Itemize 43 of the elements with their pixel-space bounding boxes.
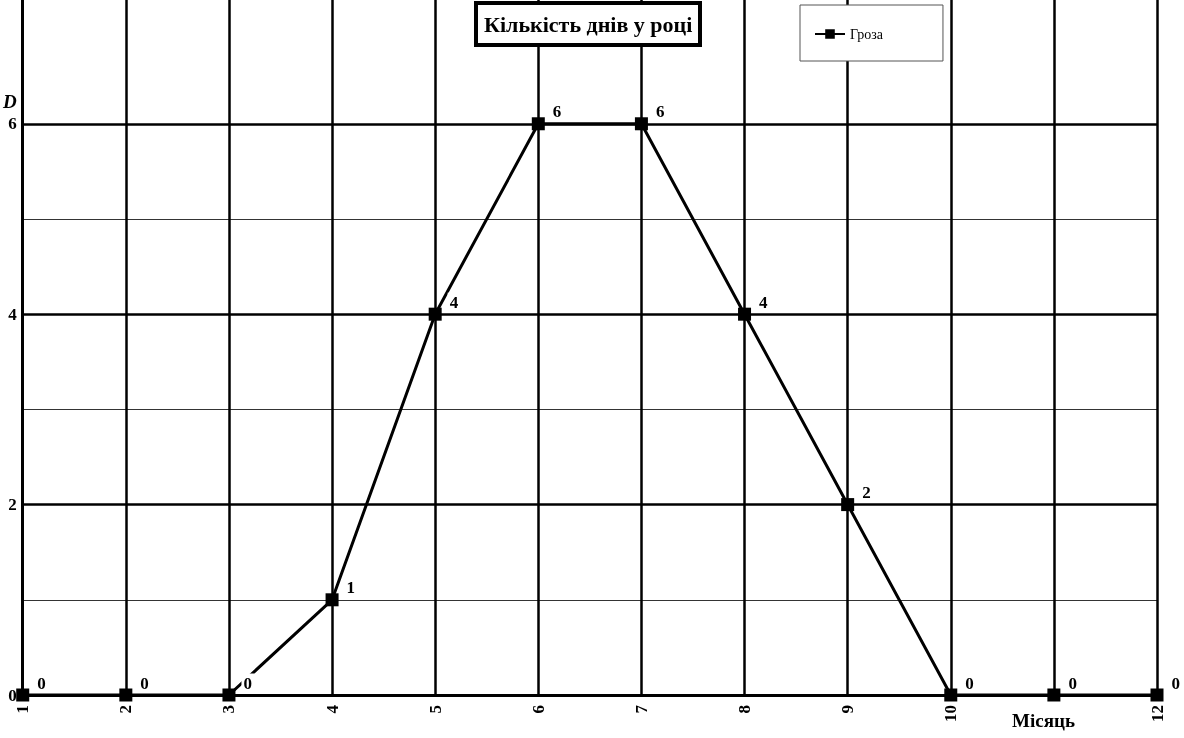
point	[16, 688, 30, 702]
point	[531, 117, 545, 131]
data-label: 0	[37, 673, 46, 693]
data-label: 1	[346, 578, 356, 598]
x-tick-label: 8	[735, 705, 755, 714]
y-tick-label: 0	[8, 685, 17, 705]
x-tick-label: 1	[13, 705, 33, 714]
point	[634, 117, 648, 131]
y-axis-title: D	[1, 91, 17, 112]
y-tick-label: 2	[8, 495, 17, 515]
data-label: 0	[965, 673, 974, 693]
point	[1047, 688, 1061, 702]
point	[325, 593, 339, 607]
x-tick-label: 12	[1147, 705, 1167, 722]
text: Кількість днів у році	[484, 11, 693, 37]
x-tick-label: 3	[219, 705, 239, 714]
point	[222, 688, 236, 702]
x-tick-label: 5	[425, 705, 445, 714]
x-tick-label: 6	[528, 705, 548, 714]
data-label: 0	[140, 673, 149, 693]
x-axis-title: Місяць	[1012, 710, 1075, 731]
x-tick-label: 10	[941, 705, 961, 722]
data-label: 6	[655, 102, 665, 122]
point	[944, 688, 958, 702]
point	[119, 688, 133, 702]
x-tick-label: 2	[116, 705, 136, 714]
x-tick-label: 7	[631, 704, 651, 714]
y-tick-label: 6	[8, 114, 17, 134]
x-tick-label: 4	[322, 704, 342, 714]
data-label: 0	[243, 673, 252, 693]
data-label: 4	[449, 292, 459, 312]
point	[738, 307, 752, 321]
data-label: 4	[759, 292, 769, 312]
point	[841, 498, 855, 512]
data-label: 2	[862, 483, 871, 503]
data-label: 0	[1068, 673, 1077, 693]
point	[1150, 688, 1164, 702]
legend-label: Гроза	[850, 26, 884, 42]
x-tick-label: 9	[838, 705, 858, 714]
data-label: 6	[552, 102, 562, 122]
point	[428, 307, 442, 321]
y-tick-label: 4	[8, 304, 18, 324]
data-label: 0	[1171, 673, 1180, 693]
